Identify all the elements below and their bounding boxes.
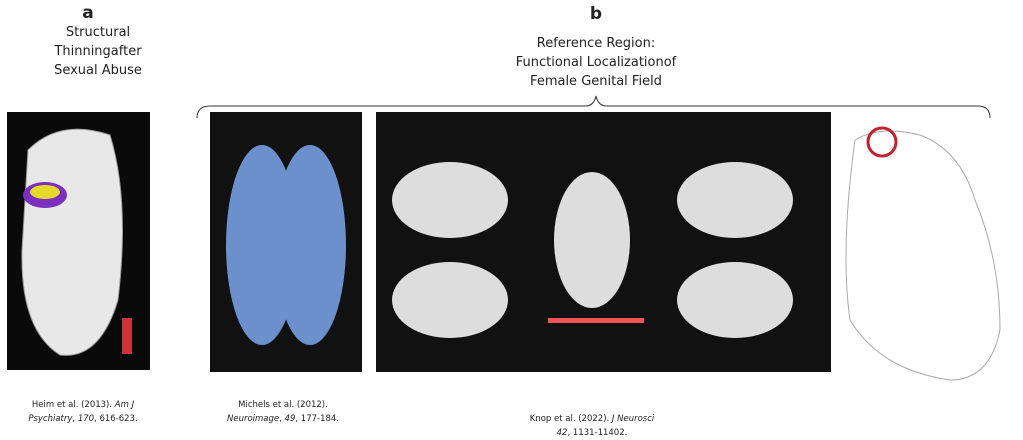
- authors: Heim et al. (2013).: [32, 400, 112, 410]
- pages: 177-184.: [301, 414, 339, 424]
- title-line: Structural: [54, 23, 142, 42]
- title-line: Female Genital Field: [516, 72, 677, 91]
- pages: 1131-11402.: [573, 428, 627, 438]
- figure-graphics: [0, 0, 1023, 439]
- journal: Am J: [115, 400, 134, 410]
- figure: a Structural Thinningafter Sexual Abuse …: [0, 0, 1023, 439]
- brain: [392, 262, 508, 338]
- citation: Heim et al. (2013). Am J Psychiatry, 170…: [28, 398, 137, 426]
- colorbar: [548, 318, 644, 323]
- volume: 42: [557, 428, 568, 438]
- title-line: Thinningafter: [54, 42, 142, 61]
- authors: Michels et al. (2012).: [238, 400, 328, 410]
- brain: [677, 162, 793, 238]
- brain: [392, 162, 508, 238]
- title-line: Functional Localizationof: [516, 53, 677, 72]
- citation: Knop et al. (2022). J Neurosci 42, 1131-…: [530, 412, 655, 440]
- panel-label: b: [590, 4, 602, 24]
- highlight-circle: [868, 128, 896, 156]
- citation: Michels et al. (2012). Neuroimage, 49, 1…: [227, 398, 339, 426]
- pages: , 616-623.: [94, 414, 138, 424]
- journal: Neuroimage: [227, 414, 279, 424]
- volume: 170: [78, 414, 94, 424]
- journal: Psychiatry: [28, 414, 72, 424]
- journal: J Neurosci: [612, 414, 654, 424]
- volume: 49: [285, 414, 296, 424]
- homunculus-sketch: [846, 131, 1000, 380]
- colorbar: [122, 318, 132, 354]
- panel-title: Structural Thinningafter Sexual Abuse: [54, 23, 142, 80]
- panel-title: Reference Region: Functional Localizatio…: [516, 34, 677, 91]
- brain: [22, 129, 123, 355]
- brain: [554, 172, 630, 308]
- authors: Knop et al. (2022).: [530, 414, 609, 424]
- title-line: Reference Region:: [516, 34, 677, 53]
- panel-label: a: [82, 3, 93, 23]
- brain: [677, 262, 793, 338]
- title-line: Sexual Abuse: [54, 61, 142, 80]
- activation: [30, 185, 60, 199]
- hemisphere: [274, 145, 346, 345]
